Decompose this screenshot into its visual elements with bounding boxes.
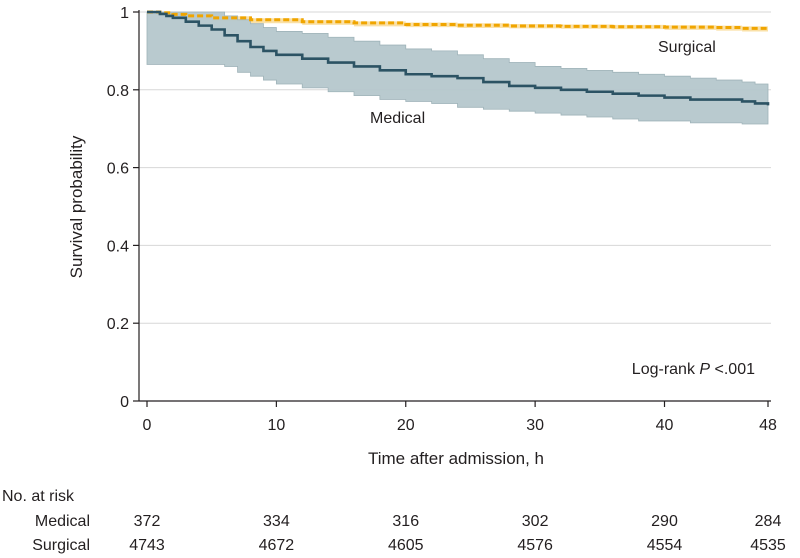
y-tick-label-0: 0 (120, 394, 129, 411)
logrank-annotation: Log-rank P <.001 (632, 361, 755, 378)
risk-table-title: No. at risk (2, 488, 75, 505)
risk-value-surgical-10: 4672 (259, 537, 295, 554)
y-tick-labels: 0 0.2 0.4 0.6 0.8 1 (107, 5, 129, 411)
risk-row-label-surgical: Surgical (32, 537, 90, 554)
risk-value-medical-20: 316 (392, 513, 419, 530)
risk-table: Medical 372 334 316 302 290 284 Surgical 4743 467… (32, 513, 786, 554)
axes (133, 10, 771, 407)
risk-value-surgical-30: 4576 (517, 537, 553, 554)
x-tick-label-2: 20 (397, 417, 415, 434)
risk-value-medical-48: 284 (755, 513, 782, 530)
logrank-p: P (699, 361, 710, 378)
risk-value-medical-30: 302 (522, 513, 549, 530)
y-axis-title: Survival probability (67, 135, 86, 278)
risk-value-surgical-20: 4605 (388, 537, 424, 554)
x-axis-title: Time after admission, h (368, 449, 544, 468)
survival-curves (147, 10, 770, 106)
surgical-series-label: Surgical (658, 39, 716, 56)
y-tick-label-1: 0.2 (107, 316, 129, 333)
medical-ci-band (146, 11, 769, 125)
x-tick-label-0: 0 (143, 417, 152, 434)
x-tick-label-5: 48 (759, 417, 777, 434)
x-tick-labels: 0 10 20 30 40 48 (143, 417, 777, 434)
y-tick-label-2: 0.4 (107, 238, 129, 255)
y-tick-label-5: 1 (120, 5, 129, 22)
medical-series-label: Medical (370, 110, 425, 127)
logrank-value: <.001 (710, 361, 755, 378)
confidence-bands (146, 11, 769, 125)
x-tick-label-3: 30 (526, 417, 544, 434)
risk-value-medical-10: 334 (263, 513, 290, 530)
y-tick-label-3: 0.6 (107, 161, 129, 178)
surgical-survival-line (147, 10, 770, 30)
risk-row-label-medical: Medical (35, 513, 90, 530)
risk-value-surgical-48: 4535 (750, 537, 786, 554)
medical-survival-line (147, 10, 770, 106)
x-tick-label-1: 10 (267, 417, 285, 434)
risk-value-surgical-0: 4743 (129, 537, 165, 554)
risk-value-surgical-40: 4554 (647, 537, 683, 554)
y-tick-label-4: 0.8 (107, 83, 129, 100)
logrank-prefix: Log-rank (632, 361, 700, 378)
risk-value-medical-40: 290 (651, 513, 678, 530)
risk-value-medical-0: 372 (134, 513, 161, 530)
x-tick-label-4: 40 (656, 417, 674, 434)
